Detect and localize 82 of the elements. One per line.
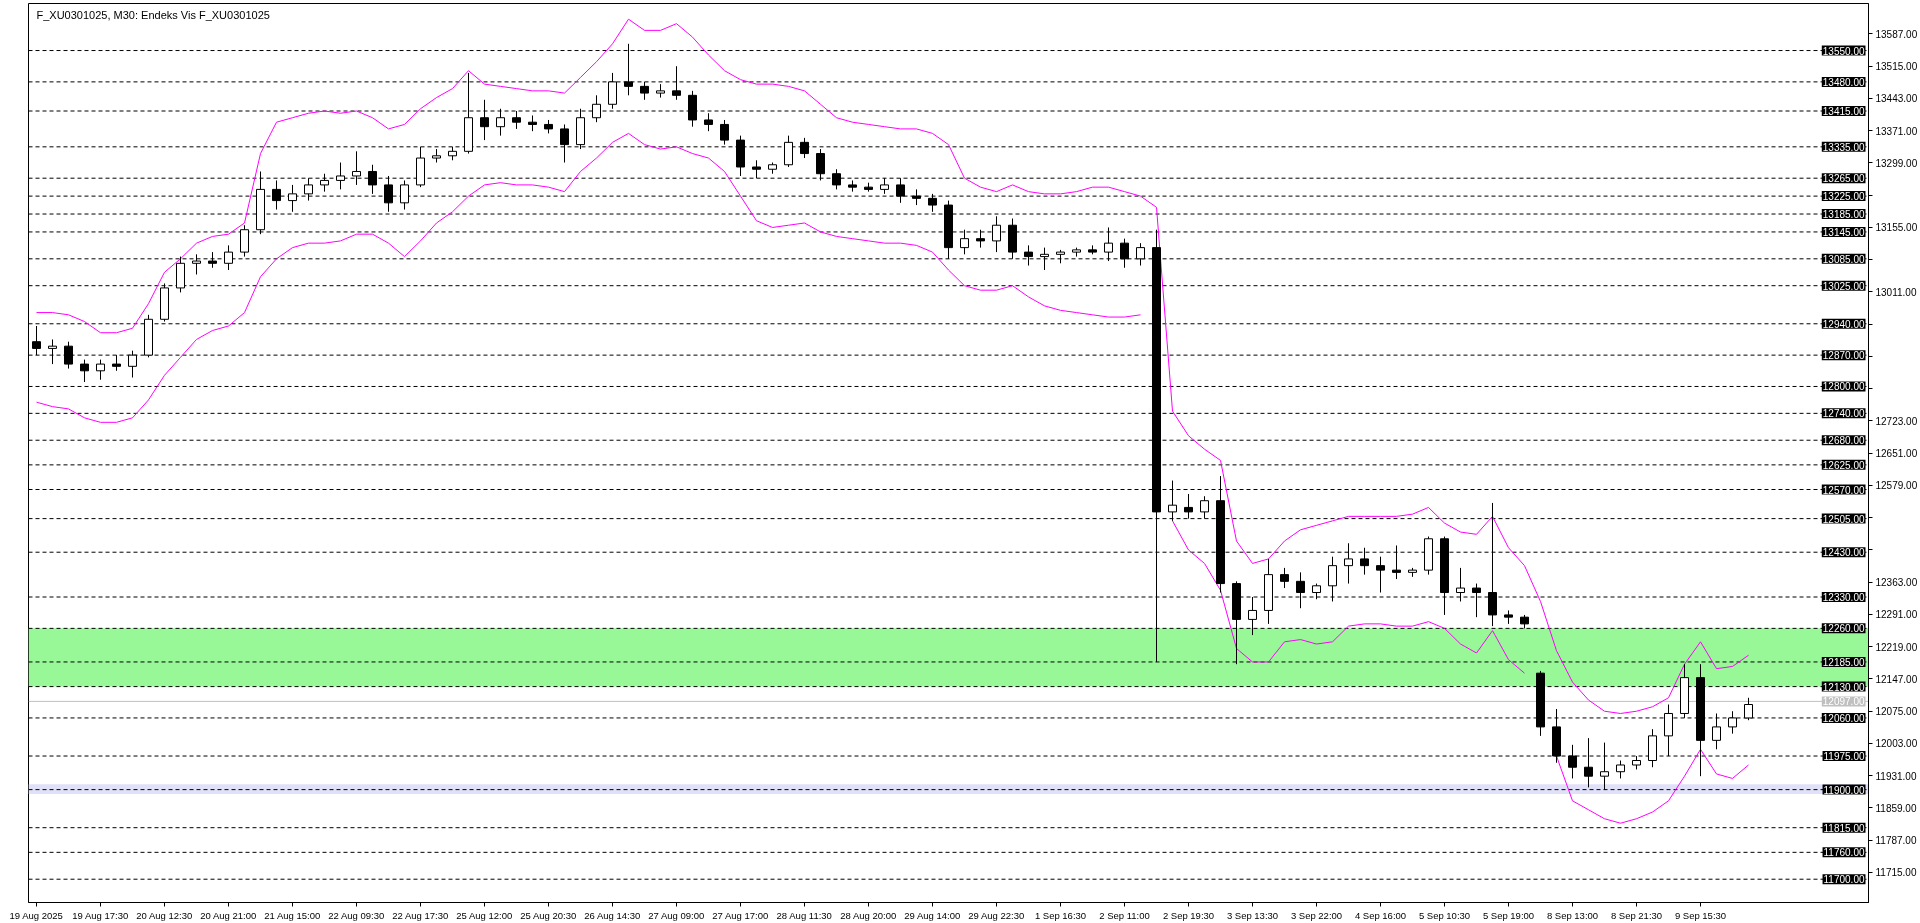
candlestick — [1376, 556, 1385, 594]
ref-line-label: 12625.00 — [1822, 459, 1865, 471]
y-tick-label: 11931.00 — [1875, 770, 1917, 782]
text: F_XU0301025, M30: Endeks Vis F_XU0301025 — [36, 8, 270, 21]
ref-line-label: 12185.00 — [1822, 656, 1865, 668]
x-tick-label: 4 Sep 16:00 — [1354, 909, 1407, 921]
ref-line-label: 13335.00 — [1822, 141, 1865, 153]
ref-line-label: 13480.00 — [1822, 76, 1865, 88]
x-tick-label: 3 Sep 13:30 — [1226, 909, 1279, 921]
ref-line-label: 11900.00 — [1823, 784, 1865, 796]
ref-line-label: 13265.00 — [1822, 173, 1865, 185]
ref-line-label: 12680.00 — [1822, 435, 1865, 447]
y-tick-label: 12003.00 — [1875, 738, 1918, 750]
ref-line-label: 12870.00 — [1822, 350, 1865, 362]
ref-line-label: 12260.00 — [1822, 623, 1865, 635]
ref-line-label: 12330.00 — [1822, 592, 1865, 604]
y-tick-label: 12579.00 — [1875, 480, 1918, 492]
ref-line-label: 12940.00 — [1822, 318, 1865, 330]
candlestick — [96, 359, 105, 381]
x-tick-label: 25 Aug 12:00 — [456, 909, 513, 921]
ref-line-label: 11815.00 — [1823, 822, 1865, 834]
y-tick-label: 12651.00 — [1875, 448, 1918, 460]
ref-line-label: 13145.00 — [1822, 226, 1865, 238]
y-tick-label: 11787.00 — [1875, 835, 1917, 847]
x-tick-label: 1 Sep 16:30 — [1034, 909, 1087, 921]
ref-line-label: 11760.00 — [1823, 847, 1865, 859]
y-tick-label: 12363.00 — [1875, 577, 1918, 589]
y-tick-label: 13155.00 — [1875, 222, 1918, 234]
y-tick-label: 13515.00 — [1875, 61, 1918, 73]
x-tick-label: 8 Sep 13:00 — [1546, 909, 1599, 921]
ref-line-label: 12505.00 — [1822, 513, 1865, 525]
x-tick-label: 29 Aug 14:00 — [904, 909, 961, 921]
x-tick-label: 20 Aug 12:30 — [136, 909, 193, 921]
ref-line-label: 13415.00 — [1822, 106, 1865, 117]
y-tick-label: 12219.00 — [1875, 641, 1918, 653]
candlestick — [1280, 567, 1289, 589]
ref-line-label: 12430.00 — [1822, 547, 1865, 559]
x-tick-label: 27 Aug 09:00 — [648, 909, 705, 921]
y-tick-label: 13011.00 — [1875, 286, 1917, 298]
x-tick-label: 26 Aug 14:30 — [584, 909, 641, 921]
ref-line-label: 12740.00 — [1822, 408, 1865, 420]
ref-line-label: 12800.00 — [1822, 381, 1865, 393]
x-tick-label: 28 Aug 20:00 — [840, 909, 897, 921]
x-tick-label: 5 Sep 10:30 — [1418, 909, 1471, 921]
ref-line-label: 13185.00 — [1822, 209, 1865, 221]
ref-line-label: 11975.00 — [1823, 751, 1865, 763]
x-tick-label: 5 Sep 19:00 — [1482, 909, 1535, 921]
x-tick-label: 3 Sep 22:00 — [1290, 909, 1343, 921]
ref-line-label: 12130.00 — [1822, 681, 1865, 693]
y-tick-label: 12147.00 — [1875, 673, 1918, 685]
x-tick-label: 8 Sep 21:30 — [1610, 909, 1663, 921]
y-tick-label: 12723.00 — [1875, 415, 1918, 427]
x-tick-label: 28 Aug 11:30 — [776, 909, 832, 921]
x-tick-label: 21 Aug 15:00 — [264, 909, 321, 921]
y-tick-label: 12291.00 — [1875, 609, 1918, 621]
x-tick-label: 22 Aug 17:30 — [392, 909, 449, 921]
x-tick-label: 25 Aug 20:30 — [520, 909, 577, 921]
x-tick-label: 19 Aug 2025 — [9, 909, 63, 921]
ref-line-label: 11700.00 — [1823, 874, 1865, 886]
ref-line-label: 13550.00 — [1822, 45, 1865, 57]
ref-line-label: 12570.00 — [1822, 484, 1865, 496]
y-tick-label: 11859.00 — [1875, 802, 1917, 814]
ref-line-label: 13085.00 — [1822, 253, 1865, 265]
ref-line-label: 12060.00 — [1822, 712, 1865, 724]
x-tick-label: 9 Sep 15:30 — [1674, 909, 1727, 921]
x-tick-label: 22 Aug 09:30 — [328, 909, 385, 921]
x-tick-label: 2 Sep 11:00 — [1099, 909, 1150, 921]
ref-line-label: 13025.00 — [1822, 280, 1865, 292]
ref-line-label: 13225.00 — [1822, 191, 1865, 203]
x-tick-label: 19 Aug 17:30 — [72, 909, 129, 921]
y-tick-label: 12075.00 — [1875, 706, 1918, 718]
y-tick-label: 13587.00 — [1875, 28, 1918, 40]
y-tick-label: 13299.00 — [1875, 157, 1918, 169]
y-tick-label: 11715.00 — [1875, 867, 1917, 879]
y-tick-label: 13443.00 — [1875, 93, 1918, 105]
ref-line-label: 12097.00 — [1822, 696, 1865, 708]
x-tick-label: 29 Aug 22:30 — [968, 909, 1025, 921]
y-tick-label: 13371.00 — [1875, 125, 1918, 137]
x-tick-label: 27 Aug 17:00 — [712, 909, 769, 921]
x-tick-label: 2 Sep 19:30 — [1162, 909, 1215, 921]
x-tick-label: 20 Aug 21:00 — [200, 909, 257, 921]
candlestick — [80, 359, 89, 383]
